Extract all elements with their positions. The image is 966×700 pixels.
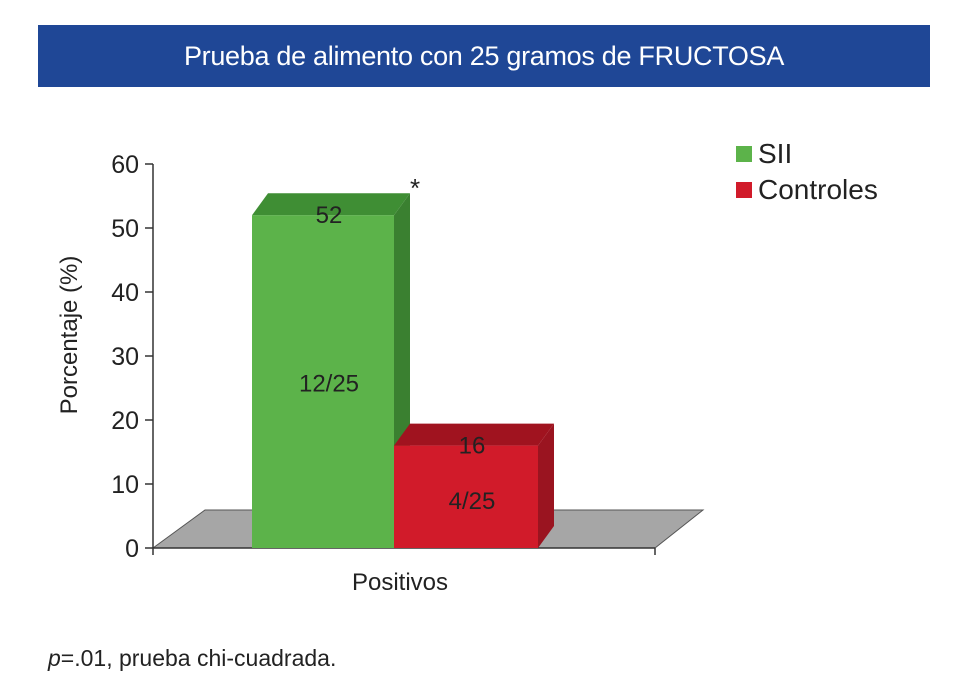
- y-tick-label: 50: [111, 215, 139, 243]
- legend-swatch-sii: [736, 146, 752, 162]
- bar-fraction-label-sii: 12/25: [299, 371, 359, 398]
- y-axis-label: Porcentaje (%): [56, 256, 83, 415]
- y-tick-label: 10: [111, 471, 139, 499]
- legend-label-sii: SII: [758, 138, 793, 169]
- bar-top-sii: [252, 193, 410, 216]
- footnote-p-symbol: p: [48, 645, 61, 671]
- bar-value-label-controles: 16: [459, 433, 486, 460]
- chart-title: Prueba de alimento con 25 gramos de FRUC…: [38, 25, 930, 87]
- bar-annotation-sii: *: [410, 173, 420, 203]
- y-tick-label: 0: [125, 535, 139, 563]
- legend-swatch-controles: [736, 182, 752, 198]
- bar-sii: [252, 215, 394, 548]
- y-tick-label: 60: [111, 151, 139, 179]
- footnote: p=.01, prueba chi-cuadrada.: [48, 645, 336, 672]
- x-category-label: Positivos: [352, 569, 448, 596]
- y-tick-label: 30: [111, 343, 139, 371]
- bar-side-controles: [538, 423, 554, 548]
- legend-label-controles: Controles: [758, 174, 878, 205]
- y-tick-label: 40: [111, 279, 139, 307]
- footnote-text: =.01, prueba chi-cuadrada.: [60, 645, 337, 671]
- bar-top-controles: [394, 423, 554, 446]
- legend-item-sii: SII: [736, 136, 878, 172]
- y-tick-label: 20: [111, 407, 139, 435]
- legend: SII Controles: [736, 136, 878, 208]
- bar-fraction-label-controles: 4/25: [449, 488, 496, 515]
- legend-item-controles: Controles: [736, 172, 878, 208]
- bar-controles: [394, 445, 538, 548]
- bar-value-label-sii: 52: [316, 202, 343, 229]
